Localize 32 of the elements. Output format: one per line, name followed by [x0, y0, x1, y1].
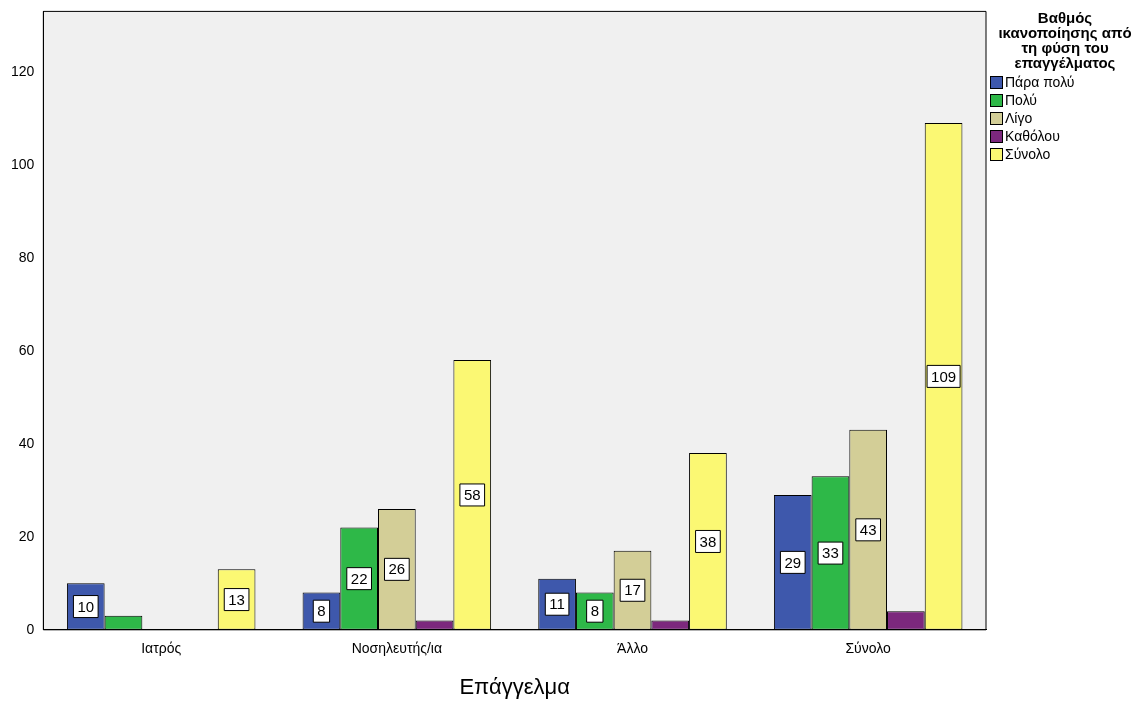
data-label: 13: [228, 590, 245, 608]
data-label: 10: [77, 597, 95, 615]
legend-label: Καθόλου: [1005, 128, 1060, 144]
y-tick-label: 20: [18, 527, 35, 544]
y-tick-label: 40: [18, 434, 35, 451]
x-axis-title: Επάγγελμα: [459, 673, 571, 699]
legend-label: Σύνολο: [1005, 146, 1051, 162]
y-tick-label: 80: [18, 248, 35, 265]
legend-label: Πάρα πολύ: [1005, 74, 1075, 90]
data-label: 8: [317, 602, 326, 620]
y-tick-label: 120: [11, 62, 35, 79]
legend-label: Λίγο: [1005, 110, 1033, 126]
data-label: 58: [463, 486, 481, 504]
data-label: 26: [388, 560, 406, 578]
data-label: 43: [859, 520, 877, 538]
data-label: 38: [699, 532, 717, 550]
x-tick-label: Ιατρός: [141, 640, 182, 657]
y-tick-label: 60: [18, 341, 35, 358]
data-label: 17: [624, 581, 641, 599]
legend-title: Βαθμός ικανοποίησης από τη φύση του επαγγέλματος: [997, 9, 1133, 71]
data-label: 109: [931, 367, 957, 385]
data-label: 8: [590, 602, 599, 620]
data-label: 11: [549, 595, 565, 613]
y-tick-label: 100: [11, 155, 35, 172]
x-tick-label: Άλλο: [617, 640, 649, 657]
data-label: 29: [784, 553, 802, 571]
data-label: 22: [350, 569, 368, 587]
x-tick-label: Σύνολο: [845, 640, 892, 657]
y-tick-label: 0: [26, 620, 35, 637]
data-label: 33: [822, 544, 839, 562]
legend-label: Πολύ: [1005, 92, 1037, 108]
x-tick-label: Νοσηλευτής/ια: [351, 640, 443, 657]
